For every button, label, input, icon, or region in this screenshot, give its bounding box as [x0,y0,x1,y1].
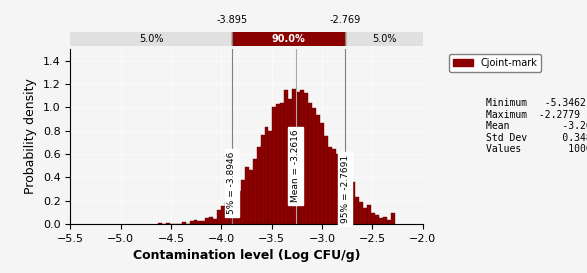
Bar [276,104,281,224]
Bar [332,149,336,224]
Bar [343,175,348,224]
Bar [182,222,185,224]
Bar [383,217,387,224]
Bar [249,170,252,224]
Bar [237,191,241,224]
Bar [213,218,217,224]
Bar [328,147,332,224]
Bar [194,220,197,224]
Bar [225,203,229,224]
Bar [205,218,210,224]
Bar [201,221,205,224]
Bar [387,220,391,224]
Bar [288,99,292,224]
Legend: Cjoint-mark: Cjoint-mark [449,54,541,72]
Bar [296,92,300,224]
Bar [371,213,375,224]
Bar [284,90,288,224]
Text: Mean = -3.2616: Mean = -3.2616 [291,129,300,202]
Bar [210,217,213,224]
Bar [221,206,225,224]
Text: Minimum   -5.3462
Maximum  -2.2779
Mean         -3.2616
Std Dev      0.3487
Valu: Minimum -5.3462 Maximum -2.2779 Mean -3.… [486,98,587,155]
Bar [261,135,265,224]
Bar [272,107,276,224]
Bar [359,202,363,224]
Bar [336,154,339,224]
Bar [158,223,162,224]
Text: 5% = -3.8946: 5% = -3.8946 [228,152,237,214]
Bar [252,159,257,224]
Bar [241,180,245,224]
Bar [391,213,394,224]
Bar [268,131,272,224]
Bar [323,136,328,224]
Bar [339,169,343,224]
Bar [281,103,284,224]
Bar [351,182,355,224]
Bar [197,221,201,224]
Bar [245,167,249,224]
Bar [355,197,359,224]
Bar [363,208,367,224]
Bar [375,215,379,224]
X-axis label: Contamination level (Log CFU/g): Contamination level (Log CFU/g) [133,249,360,262]
Bar [217,210,221,224]
Bar [233,193,237,224]
Bar [308,103,312,224]
Bar [257,147,261,224]
Bar [320,123,323,224]
Bar [265,127,268,224]
Bar [312,108,316,224]
Bar [367,204,371,224]
Text: 95% = -2.7691: 95% = -2.7691 [340,155,350,223]
Bar [379,218,383,224]
Bar [348,183,351,224]
Bar [229,200,233,224]
Y-axis label: Probability density: Probability density [25,79,38,194]
Bar [300,90,304,224]
Bar [304,93,308,224]
Bar [292,89,296,224]
Bar [190,221,194,224]
Bar [166,223,170,224]
Bar [316,115,320,224]
